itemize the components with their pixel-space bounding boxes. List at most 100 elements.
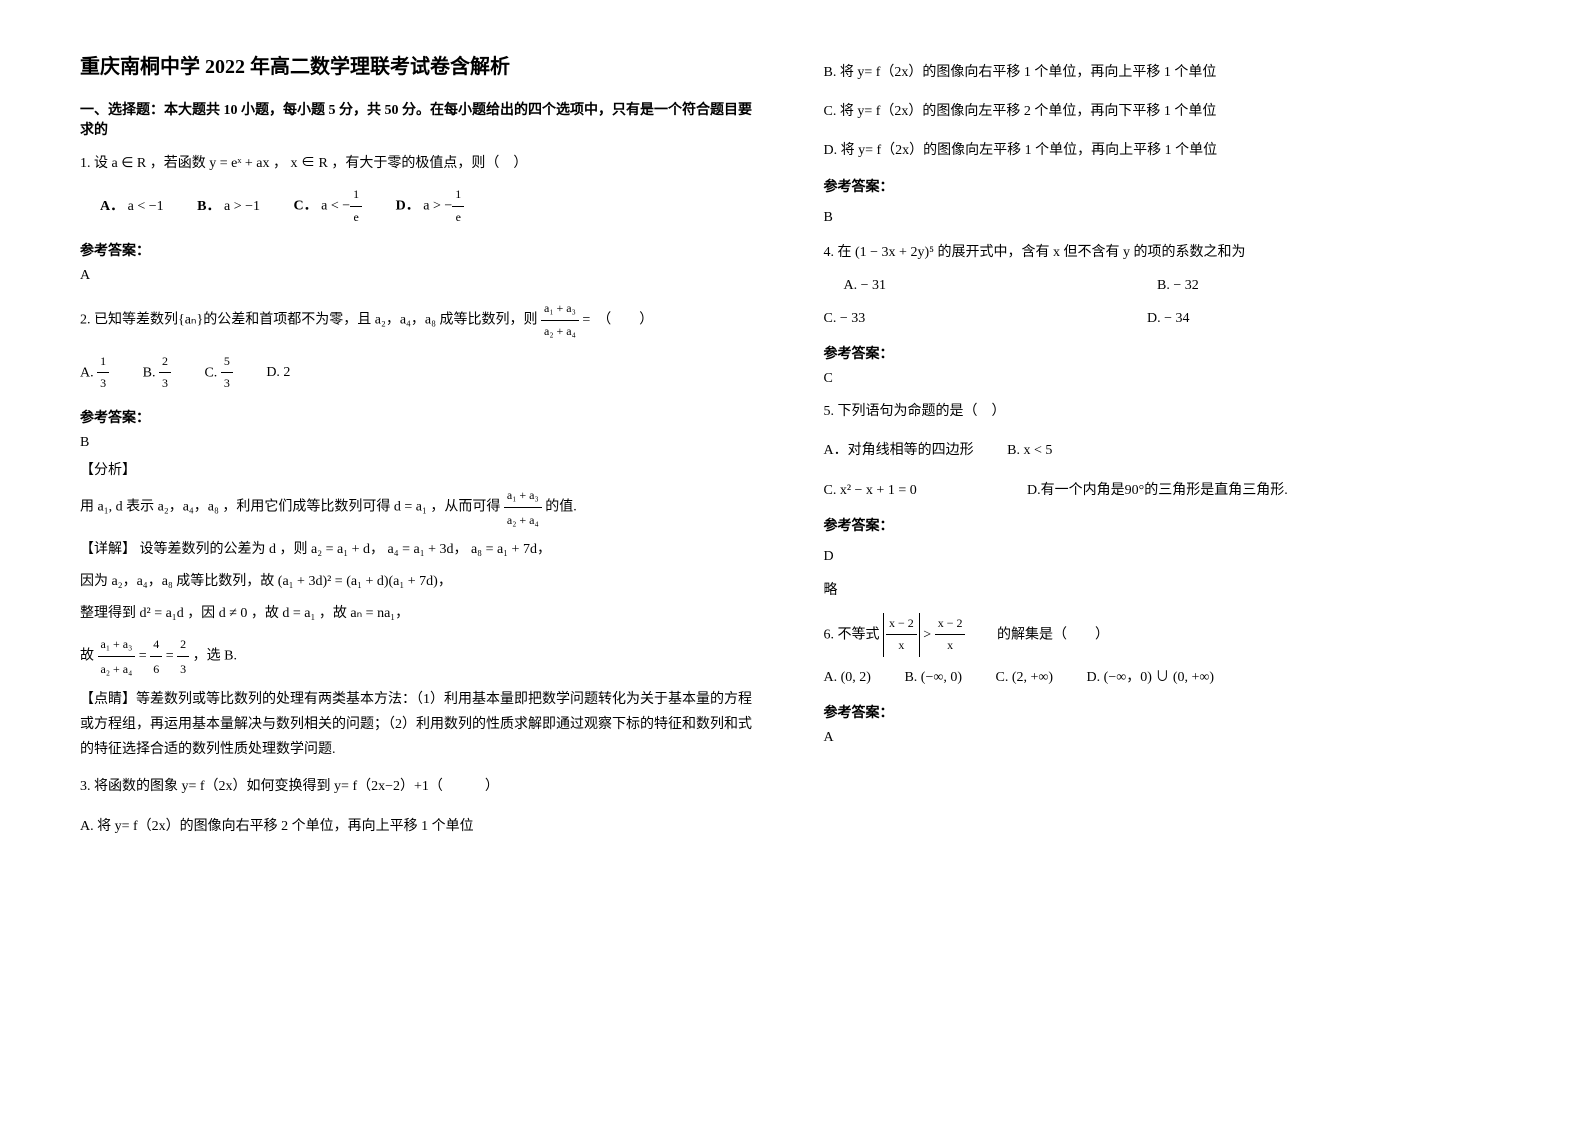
q5-optD-suffix: 的三角形是直角三角形. (1144, 483, 1288, 498)
q1-option-d: D． a > −1e (396, 184, 465, 228)
q2-explain8: ，故 (319, 606, 347, 621)
q4-options-row1: A. − 31 B. − 32 (824, 273, 1508, 298)
q1-mid2: ， (273, 156, 287, 171)
q1-suffix: ，有大于零的极值点，则（ ） (331, 156, 527, 171)
q4-optB: − 32 (1173, 278, 1198, 293)
q2-option-b: B. 23 (143, 351, 171, 395)
q5-optC-label: C. (824, 483, 837, 498)
q4-optD: − 34 (1164, 311, 1189, 326)
q3-option-a: A. 将 y= f（2x）的图像向右平移 2 个单位，再向上平移 1 个单位 (80, 814, 764, 839)
q2-frac-den: a₂ + a₄ (541, 321, 579, 343)
q2-frac: a₁ + a₃a₂ + a₄ (541, 298, 579, 342)
q2-optB-num: 2 (159, 351, 171, 374)
q6-prefix: 6. 不等式 (824, 627, 880, 642)
q1-optD-prefix: a > − (423, 199, 452, 214)
q2-detail-suffix: 的值. (545, 499, 577, 514)
q6-abs: x − 2x (883, 613, 920, 657)
q2-explain10: ，选 B. (193, 648, 237, 663)
q4-var-y: y (1123, 245, 1130, 260)
q4-optC: − 33 (840, 311, 865, 326)
q2-answer: B (80, 435, 764, 451)
q1-mid1: ，若函数 (150, 156, 206, 171)
q1-optD-frac: 1e (452, 184, 464, 228)
q2-option-d: D. 2 (266, 360, 290, 385)
question-1: 1. 设 a ∈ R ，若函数 y = eˣ + ax ， x ∈ R ，有大于… (80, 151, 764, 176)
q4-optC-label: C. (824, 311, 837, 326)
q2-mid: 成等比数列，则 (440, 313, 538, 328)
q6-right-frac: x − 2x (935, 613, 966, 657)
q1-optC-den: e (350, 207, 362, 229)
q2-explain-line4: 故 a₁ + a₃a₂ + a₄ = 46 = 23 ，选 B. (80, 632, 764, 681)
q2-explain3: 因为 (80, 574, 108, 589)
q2-final-num: a₁ + a₃ (98, 632, 136, 657)
q1-answer-label: 参考答案： (80, 240, 764, 260)
q6-right-den: x (935, 635, 966, 657)
q2-frac-num: a₁ + a₃ (541, 298, 579, 321)
q2-explain-a2: a₂ = a₁ + d (311, 542, 370, 557)
q1-optD-label: D． (396, 199, 420, 214)
q5-optB: x < 5 (1023, 443, 1052, 458)
q5-optD-angle: 90° (1125, 483, 1145, 498)
q6-optB: (−∞, 0) (921, 670, 962, 685)
q2-final-frac: a₁ + a₃a₂ + a₄ (98, 632, 136, 681)
q4-answer: C (824, 371, 1508, 387)
q2-optB-label: B. (143, 365, 156, 380)
page-container: 重庆南桐中学 2022 年高二数学理联考试卷含解析 一、选择题：本大题共 10 … (80, 50, 1507, 839)
question-6: 6. 不等式 x − 2x > x − 2x 的解集是（ ） (824, 613, 1508, 657)
q2-final-den: a₂ + a₄ (98, 657, 136, 681)
q2-options: A. 13 B. 23 C. 53 D. 2 (80, 351, 764, 395)
q1-optD-num: 1 (452, 184, 464, 207)
q3-option-d: D. 将 y= f（2x）的图像向左平移 1 个单位，再向上平移 1 个单位 (824, 138, 1508, 163)
q1-cond2: x ∈ R (291, 156, 328, 171)
q3-option-b: B. 将 y= f（2x）的图像向右平移 1 个单位，再向上平移 1 个单位 (824, 60, 1508, 85)
q2-detail-mid1: 表示 (126, 499, 154, 514)
q1-optA: a < −1 (128, 199, 164, 214)
q2-optA-den: 3 (97, 373, 109, 395)
q1-options: A． a < −1 B． a > −1 C． a < −1e D． a > −1… (80, 184, 764, 228)
q6-options: A. (0, 2) B. (−∞, 0) C. (2, +∞) D. (−∞，0… (824, 665, 1508, 690)
q2-explain-eq1: (a₁ + 3d)² = (a₁ + d)(a₁ + 7d) (278, 574, 438, 589)
q4-option-d: D. − 34 (1147, 306, 1190, 331)
question-2: 2. 已知等差数列{aₙ}的公差和首项都不为零，且 a₂，a₄，a₈ 成等比数列… (80, 298, 764, 342)
q2-option-c: C. 53 (204, 351, 232, 395)
q4-optB-label: B. (1157, 278, 1170, 293)
q6-option-b: B. (−∞, 0) (904, 665, 962, 690)
q1-option-a: A． a < −1 (100, 194, 164, 219)
q5-optC: x² − x + 1 = 0 (840, 483, 917, 498)
q2-tip: 【点睛】等差数列或等比数列的处理有两类基本方法：（1）利用基本量即把数学问题转化… (80, 687, 764, 763)
q2-explain-an: aₙ = na₁ (350, 606, 395, 621)
q6-abs-num: x − 2 (886, 613, 917, 636)
q2-detail-mid3: ，从而可得 (430, 499, 500, 514)
q2-detail-prefix: 用 (80, 499, 94, 514)
q6-optA: (0, 2) (841, 670, 871, 685)
q5-options-row1: A．对角线相等的四边形 B. x < 5 (824, 438, 1508, 463)
q2-explain-a8: a₈ = a₁ + 7d (471, 542, 537, 557)
q2-detail-frac: a₁ + a₃a₂ + a₄ (504, 483, 542, 532)
q3-answer: B (824, 210, 1508, 226)
q2-optC-den: 3 (221, 373, 233, 395)
q5-answer: D (824, 549, 1508, 565)
q5-option-b: B. x < 5 (1007, 438, 1052, 463)
q6-optC: (2, +∞) (1012, 670, 1053, 685)
question-4: 4. 在 (1 − 3x + 2y)⁵ 的展开式中，含有 x 但不含有 y 的项… (824, 240, 1508, 265)
q6-abs-frac: x − 2x (886, 613, 917, 657)
q2-answer-label: 参考答案： (80, 407, 764, 427)
q5-note: 略 (824, 579, 1508, 599)
q2-explain-d0: d ≠ 0 (219, 606, 248, 621)
q2-detail-frac-den: a₂ + a₄ (504, 508, 542, 532)
q2-explain2: ，则 (280, 542, 308, 557)
q1-optC-label: C． (294, 199, 318, 214)
q2-tip-label: 【点睛】 (80, 692, 136, 707)
q2-explain6: ，因 (187, 606, 215, 621)
q1-optC-num: 1 (350, 184, 362, 207)
q5-options-row2: C. x² − x + 1 = 0 D.有一个内角是90°的三角形是直角三角形. (824, 478, 1508, 503)
q1-optB-label: B． (197, 199, 220, 214)
q5-answer-label: 参考答案： (824, 515, 1508, 535)
q2-tip-text: 等差数列或等比数列的处理有两类基本方法：（1）利用基本量即把数学问题转化为关于基… (80, 692, 752, 757)
q2-explain-line3: 整理得到 d² = a₁d ，因 d ≠ 0 ，故 d = a₁ ，故 aₙ =… (80, 600, 764, 628)
q6-right-num: x − 2 (935, 613, 966, 636)
q1-optB: a > −1 (224, 199, 260, 214)
q6-optC-label: C. (996, 670, 1009, 685)
q4-suffix: 的项的系数之和为 (1134, 245, 1246, 260)
right-column: B. 将 y= f（2x）的图像向右平移 1 个单位，再向上平移 1 个单位 C… (824, 50, 1508, 839)
